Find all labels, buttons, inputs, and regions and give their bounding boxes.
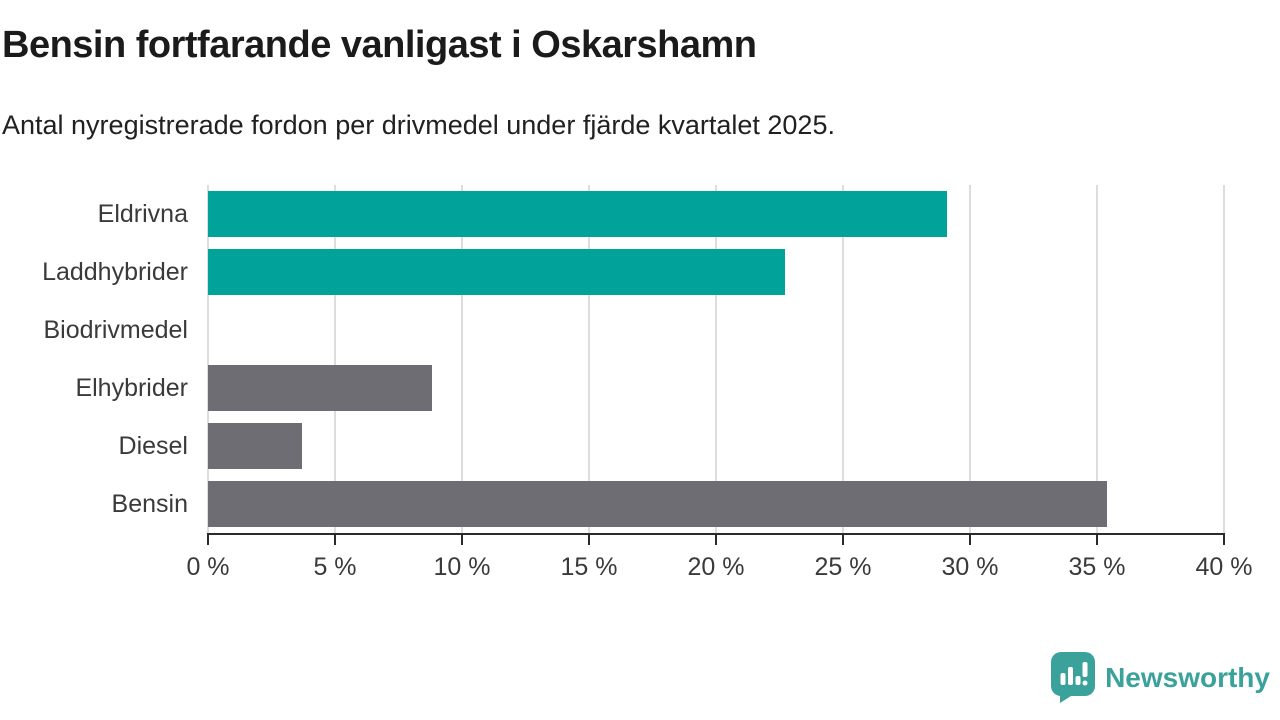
x-axis-tick [715,535,717,545]
x-axis-tick [969,535,971,545]
gridline [334,185,336,533]
gridline [461,185,463,533]
bar-eldrivna [208,191,948,237]
x-tick-label: 30 % [941,553,999,581]
x-axis-tick [588,535,590,545]
bar-diesel [208,423,302,469]
x-axis-tick [1223,535,1225,545]
gridline [588,185,590,533]
x-axis-tick [207,535,209,545]
bar-bensin [208,481,1108,527]
x-tick-label: 0 % [186,553,230,581]
bar-elhybrider [208,365,432,411]
gridline [207,185,209,533]
gridline [842,185,844,533]
y-category-label: Bensin [111,489,188,518]
x-axis-tick [461,535,463,545]
y-category-label: Elhybrider [75,373,188,402]
chart-subtitle: Antal nyregistrerade fordon per drivmede… [2,110,835,140]
y-category-label: Eldrivna [97,199,188,228]
gridline [1096,185,1098,533]
x-axis-tick [334,535,336,545]
x-tick-label: 15 % [560,553,618,581]
gridline [1223,185,1225,533]
gridline [969,185,971,533]
x-tick-label: 5 % [313,553,357,581]
x-tick-label: 10 % [433,553,491,581]
gridline [715,185,717,533]
bar-laddhybrider [208,249,785,295]
x-axis-tick [1096,535,1098,545]
x-axis-line [207,533,1225,535]
newsworthy-logo: Newsworthy [1050,651,1270,704]
newsworthy-logo-text: Newsworthy [1105,661,1270,693]
x-tick-label: 40 % [1195,553,1253,581]
y-category-label: Diesel [118,431,188,460]
x-tick-label: 25 % [814,553,872,581]
x-tick-label: 35 % [1068,553,1126,581]
x-tick-label: 20 % [687,553,745,581]
chart-title: Bensin fortfarande vanligast i Oskarsham… [2,24,757,66]
y-category-label: Laddhybrider [42,257,188,286]
y-category-label: Biodrivmedel [43,315,188,344]
newsworthy-logo-icon [1051,652,1096,703]
x-axis-tick [842,535,844,545]
